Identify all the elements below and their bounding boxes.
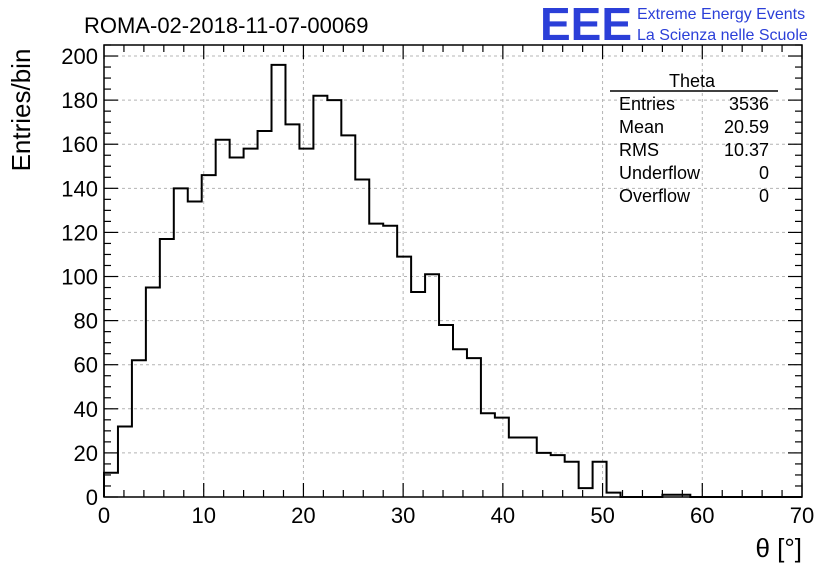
logo-line-2: La Scienza nelle Scuole (637, 27, 808, 44)
x-tick-label: 70 (790, 503, 814, 528)
y-tick-label: 80 (74, 309, 98, 334)
histogram-bin (495, 418, 509, 497)
stats-value: 0 (759, 186, 769, 206)
stats-box: Theta Entries 3536 Mean 20.59 RMS 10.37 Underf… (610, 71, 778, 206)
grid (104, 45, 802, 497)
stats-label: Mean (619, 117, 664, 137)
x-tick-label: 20 (291, 503, 315, 528)
histogram-bin (285, 124, 299, 497)
eee-logo: EEE Extreme Energy Events La Scienza nel… (540, 0, 808, 50)
plot-frame (103, 44, 803, 498)
x-axis-label: θ [°] (755, 533, 802, 563)
histogram-bin (439, 325, 453, 497)
histogram-bin (411, 292, 425, 497)
histogram-bin (523, 437, 537, 497)
histogram-bin (369, 224, 383, 497)
y-tick-label: 160 (61, 132, 98, 157)
histogram-bin (132, 360, 146, 497)
y-tick-label: 60 (74, 353, 98, 378)
histogram-bin (146, 288, 160, 497)
histogram-bin (258, 131, 272, 497)
histogram-bin (537, 453, 551, 497)
histogram-bin (593, 462, 607, 497)
histogram-bin (341, 135, 355, 497)
histogram-bin (481, 413, 495, 497)
stats-label: RMS (619, 140, 659, 160)
stats-label: Entries (619, 94, 675, 114)
histogram-bin (579, 488, 593, 497)
y-tick-label: 180 (61, 88, 98, 113)
stats-title: Theta (669, 71, 716, 91)
histogram-bin (118, 426, 132, 497)
histogram-bin (467, 358, 481, 497)
x-tick-labels: 0 10 20 30 40 50 60 70 (98, 503, 814, 528)
histogram-bin (160, 239, 174, 497)
axis-ticks (103, 44, 803, 498)
histogram-bin (188, 202, 202, 497)
y-tick-label: 0 (86, 485, 98, 510)
chart-title: ROMA-02-2018-11-07-00069 (84, 13, 369, 38)
histogram-bin (230, 157, 244, 497)
x-tick-label: 0 (98, 503, 110, 528)
histogram-bin (299, 149, 313, 497)
stats-value: 3536 (729, 94, 769, 114)
histogram-bin (565, 462, 579, 497)
stats-value: 10.37 (724, 140, 769, 160)
histogram-bin (327, 100, 341, 497)
stats-value: 0 (759, 163, 769, 183)
stats-rows: Entries 3536 Mean 20.59 RMS 10.37 Underflow 0 Ov… (619, 94, 769, 206)
x-tick-label: 10 (191, 503, 215, 528)
x-tick-label: 50 (590, 503, 614, 528)
histogram-bin (104, 473, 118, 497)
y-tick-label: 140 (61, 176, 98, 201)
logo-line-1: Extreme Energy Events (637, 6, 805, 23)
histogram-bin (383, 226, 397, 497)
stats-value: 20.59 (724, 117, 769, 137)
x-tick-label: 40 (491, 503, 515, 528)
y-axis-label: Entries/bin (6, 49, 36, 172)
histogram-bin (355, 179, 369, 497)
histogram-bin (397, 257, 411, 497)
histogram-bin (425, 274, 439, 497)
histogram-bin (313, 96, 327, 497)
stats-label: Overflow (619, 186, 691, 206)
histogram-bin (453, 349, 467, 497)
histogram-bin (244, 149, 258, 497)
histogram-bin (272, 65, 286, 497)
histogram-bin (509, 437, 523, 497)
x-tick-label: 60 (690, 503, 714, 528)
y-tick-labels: 0 20 40 60 80 100 120 140 160 180 200 (61, 44, 98, 510)
histogram-bin (174, 188, 188, 497)
x-tick-label: 30 (391, 503, 415, 528)
logo-mark: EEE (540, 0, 632, 50)
y-tick-label: 100 (61, 265, 98, 290)
y-tick-label: 200 (61, 44, 98, 69)
y-tick-label: 20 (74, 441, 98, 466)
y-tick-label: 40 (74, 397, 98, 422)
histogram-bin (202, 175, 216, 497)
y-tick-label: 120 (61, 220, 98, 245)
histogram-bin (216, 140, 230, 497)
stats-label: Underflow (619, 163, 701, 183)
